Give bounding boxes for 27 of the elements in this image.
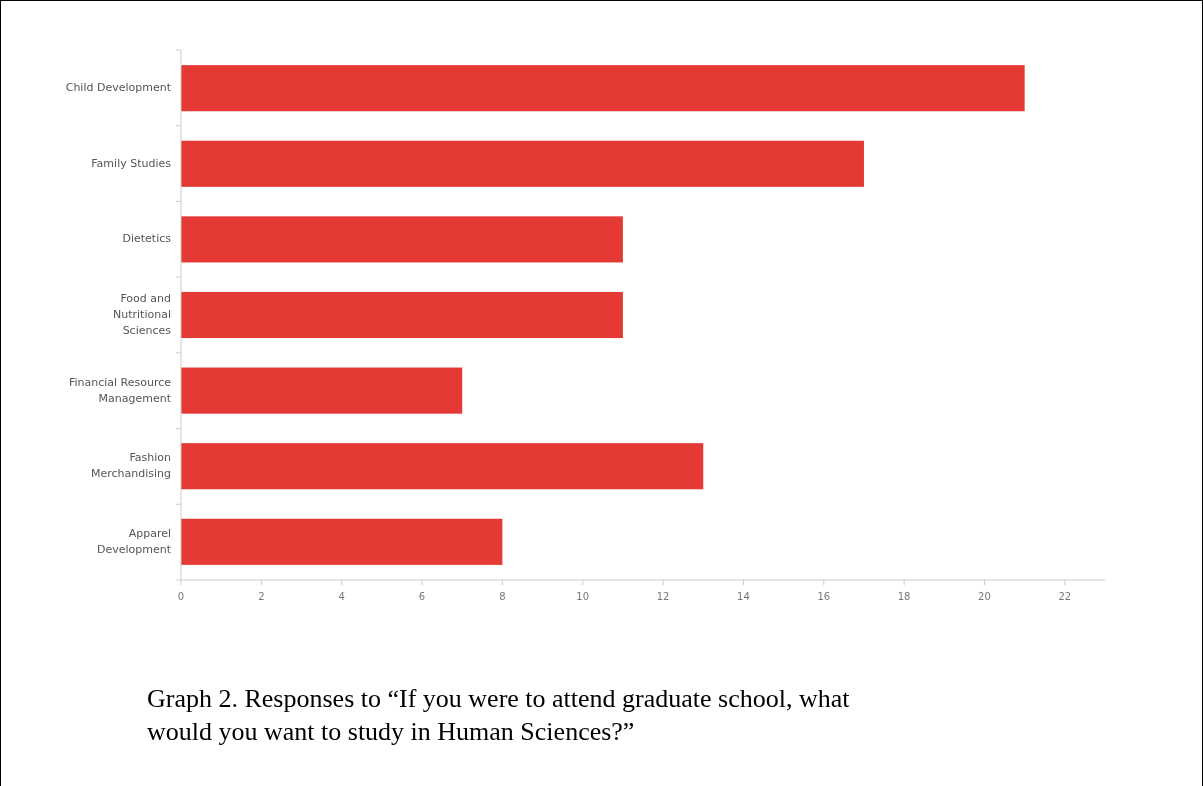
x-tick-label: 4 bbox=[338, 591, 345, 602]
x-tick-label: 6 bbox=[418, 591, 426, 602]
caption: Graph 2. Responses to “If you were to attend graduate school, what would you want to study in Human Sciences?” bbox=[147, 684, 851, 746]
x-tick-label: 18 bbox=[897, 591, 911, 602]
y-tick-label: Fashion Merchandising bbox=[90, 451, 172, 481]
x-tick-label: 12 bbox=[656, 591, 670, 602]
bar bbox=[181, 216, 623, 263]
x-tick-label: 10 bbox=[576, 591, 590, 602]
x-tick-label: 20 bbox=[978, 591, 991, 602]
bar bbox=[181, 367, 463, 414]
x-tick-label: 16 bbox=[817, 591, 831, 602]
y-tick-label: Apparel Development bbox=[96, 526, 172, 556]
x-tick-label: 0 bbox=[177, 591, 185, 602]
y-tick-label: Child Development bbox=[65, 81, 172, 95]
bar bbox=[181, 518, 503, 565]
y-tick-label: Dietetics bbox=[122, 232, 172, 246]
y-tick-label: Financial Resource Management bbox=[68, 375, 172, 405]
x-tick-label: 8 bbox=[499, 591, 506, 602]
bar bbox=[181, 65, 1025, 112]
x-tick-label: 22 bbox=[1058, 591, 1072, 602]
bar bbox=[181, 140, 864, 187]
x-tick-label: 2 bbox=[258, 591, 265, 602]
bar bbox=[181, 443, 704, 490]
x-tick-label: 14 bbox=[737, 591, 750, 602]
y-tick-label: Food and Nutritional Sciences bbox=[113, 292, 172, 337]
bar bbox=[181, 291, 623, 339]
y-tick-label: Family Studies bbox=[91, 156, 172, 170]
